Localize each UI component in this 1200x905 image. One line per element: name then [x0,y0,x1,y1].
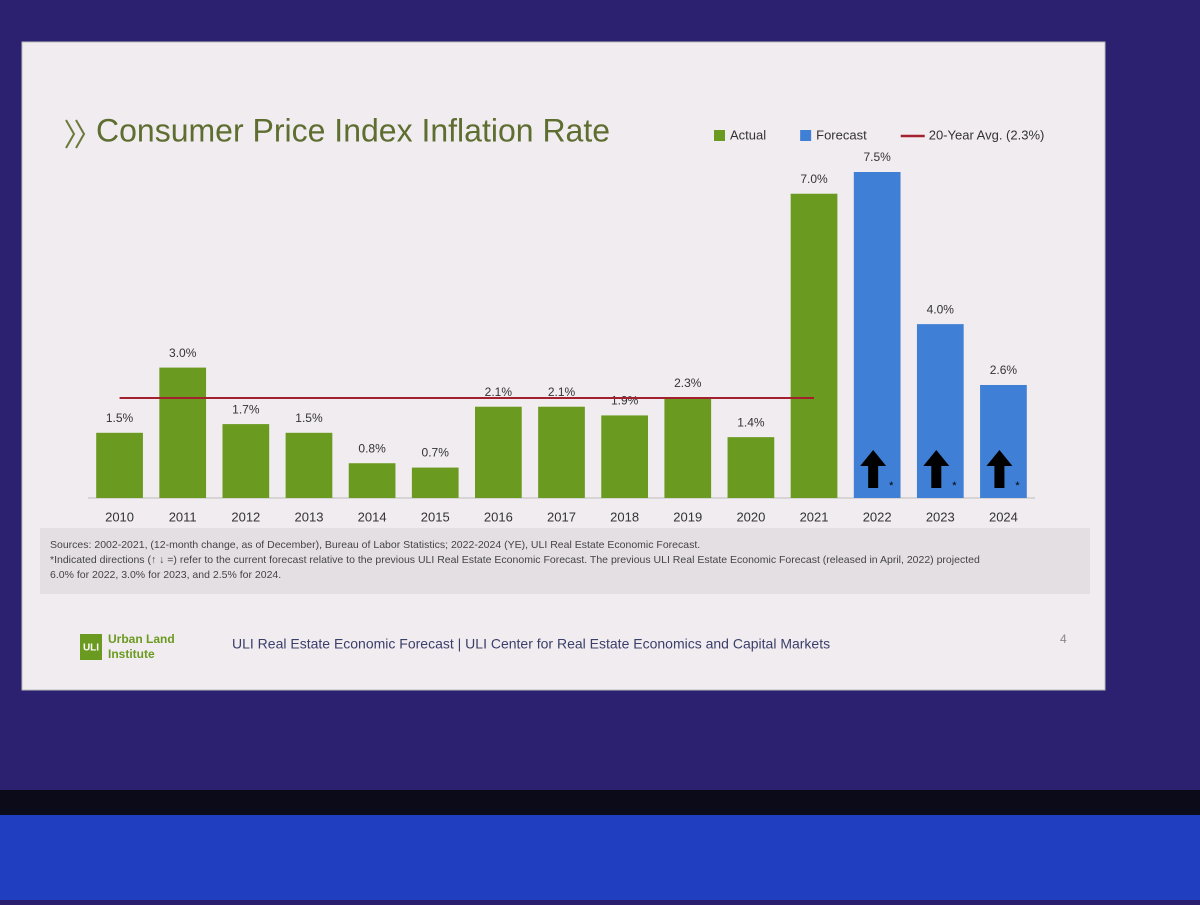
notes-box [40,528,1090,594]
bar [853,172,901,498]
x-tick-label: 2014 [358,509,387,524]
legend-swatch [800,130,812,141]
x-tick-label: 2023 [926,509,955,524]
value-label: 2.3% [674,376,702,390]
value-label: 2.1% [548,385,576,399]
direction-arrow [986,450,1013,488]
logo-text: Institute [108,647,155,661]
forecast-marker: * [952,480,957,492]
logo-mark: ULI [83,643,99,654]
bar [538,406,585,498]
x-tick-label: 2010 [105,509,134,524]
legend-label: 20-Year Avg. (2.3%) [929,127,1045,142]
note: *Indicated directions (↑ ↓ =) refer to t… [50,554,980,566]
x-tick-label: 2016 [484,509,513,524]
note: Sources: 2002-2021, (12-month change, as… [50,539,700,551]
footer-text: ULI Real Estate Economic Forecast | ULI … [232,636,830,652]
bar [475,406,522,498]
x-tick-label: 2013 [295,509,324,524]
value-label: 0.8% [358,441,386,455]
stage-screen [0,815,1200,900]
bar [411,467,459,498]
value-label: 1.4% [737,415,765,429]
x-tick-label: 2022 [863,509,892,524]
legend-label: Actual [730,127,766,142]
bar [96,432,143,498]
x-tick-label: 2018 [610,509,639,524]
bar [285,432,333,498]
x-tick-label: 2021 [800,509,829,524]
x-tick-label: 2017 [547,509,576,524]
value-label: 2.6% [990,363,1018,377]
direction-arrow [860,450,887,488]
forecast-marker: * [889,480,894,492]
value-label: 1.7% [232,402,260,416]
value-label: 2.1% [485,385,513,399]
legend-label: Forecast [816,127,867,142]
value-label: 1.9% [611,394,639,408]
x-tick-label: 2019 [673,509,702,524]
x-tick-label: 2024 [989,509,1018,524]
x-tick-label: 2011 [169,509,197,524]
direction-arrow [923,450,950,488]
bar [222,424,270,498]
logo-text: Urban Land [108,632,175,646]
title-chevron [65,119,76,149]
legend-swatch [714,130,725,141]
value-label: 7.0% [800,172,828,186]
value-label: 3.0% [169,346,197,360]
chart-title: Consumer Price Index Inflation Rate [96,112,610,148]
bar [790,193,838,498]
title-chevron [75,119,86,149]
bar [159,367,207,498]
bar [348,463,396,498]
value-label: 0.7% [422,446,450,460]
value-label: 1.5% [106,411,134,425]
x-tick-label: 2012 [231,509,260,524]
x-tick-label: 2020 [736,509,765,524]
page-number: 4 [1060,632,1067,646]
bar [727,437,775,498]
stage-band [0,790,1200,815]
bar [664,398,712,498]
logo-box [80,634,102,660]
value-label: 4.0% [927,302,955,316]
x-tick-label: 2015 [421,509,450,524]
note: 6.0% for 2022, 3.0% for 2023, and 2.5% f… [50,569,281,581]
forecast-marker: * [1015,480,1020,492]
value-label: 7.5% [863,150,891,164]
value-label: 1.5% [295,411,323,425]
bar [601,415,648,498]
